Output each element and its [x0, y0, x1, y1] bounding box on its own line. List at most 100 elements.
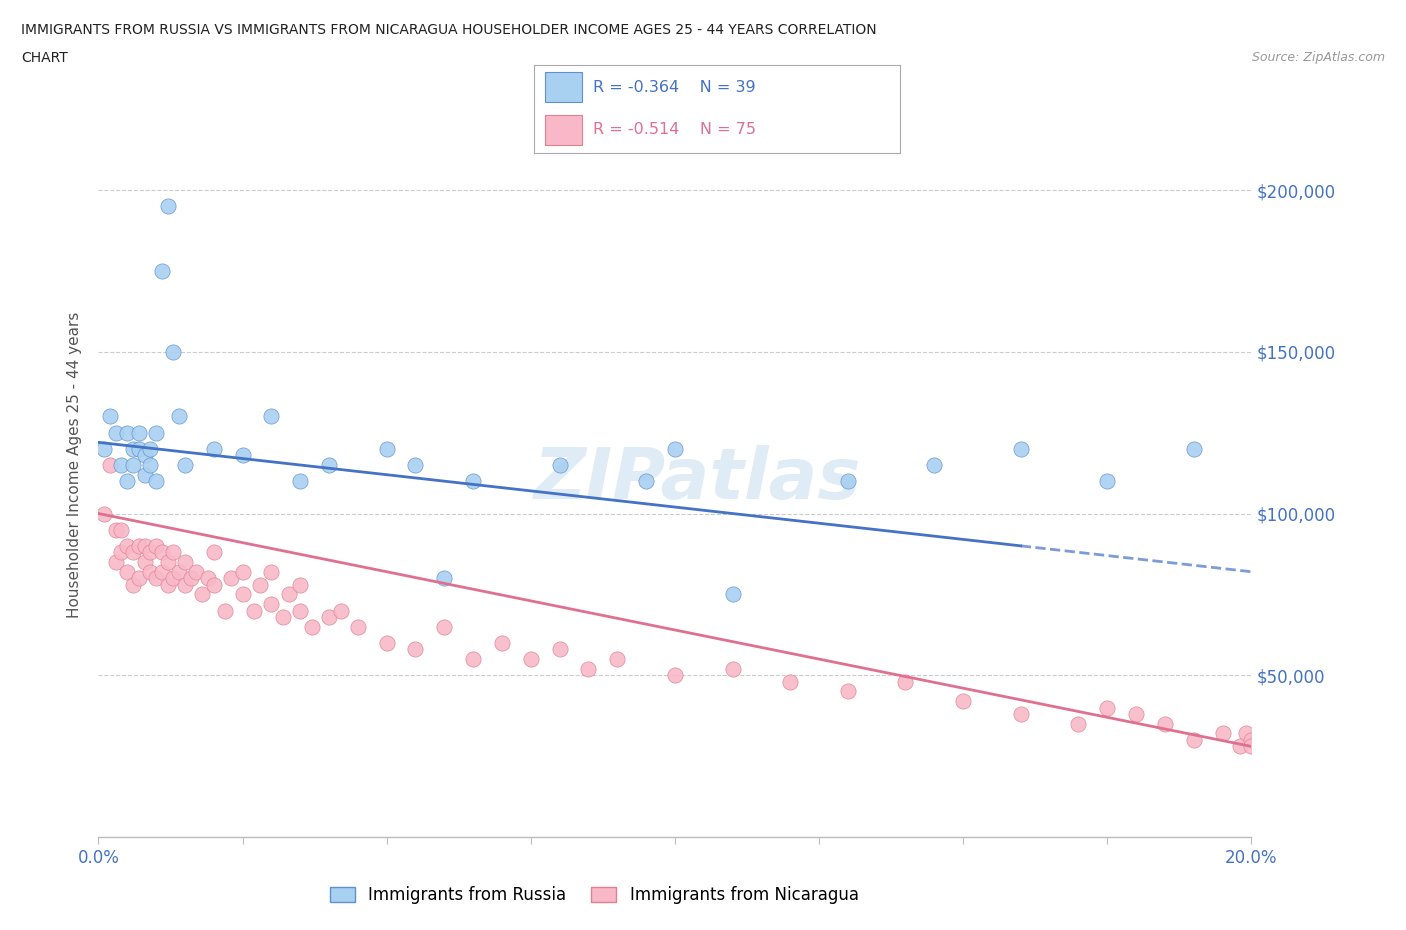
Point — [664, 442, 686, 457]
Point — [145, 473, 167, 488]
Point — [1153, 716, 1175, 731]
Point — [128, 442, 150, 457]
Point — [721, 661, 744, 676]
Point — [243, 604, 266, 618]
Point — [202, 545, 225, 560]
Point — [202, 578, 225, 592]
Point — [405, 458, 427, 472]
Point — [271, 609, 294, 624]
Point — [1229, 739, 1251, 754]
Point — [664, 668, 686, 683]
Point — [156, 554, 179, 569]
Point — [837, 684, 859, 698]
Point — [433, 619, 456, 634]
Text: Source: ZipAtlas.com: Source: ZipAtlas.com — [1251, 51, 1385, 64]
Point — [104, 554, 127, 569]
Point — [174, 578, 197, 592]
Point — [214, 604, 236, 618]
Point — [150, 565, 173, 579]
Point — [139, 545, 162, 560]
Point — [134, 467, 156, 482]
Point — [134, 448, 156, 463]
Y-axis label: Householder Income Ages 25 - 44 years: Householder Income Ages 25 - 44 years — [67, 312, 83, 618]
Point — [150, 545, 173, 560]
Point — [491, 635, 513, 650]
Point — [779, 674, 801, 689]
Point — [578, 661, 600, 676]
Point — [134, 538, 156, 553]
Point — [433, 571, 456, 586]
Point — [1182, 733, 1205, 748]
Point — [548, 458, 571, 472]
Legend: Immigrants from Russia, Immigrants from Nicaragua: Immigrants from Russia, Immigrants from … — [323, 879, 865, 910]
Point — [894, 674, 917, 689]
Point — [122, 442, 145, 457]
Point — [260, 597, 283, 612]
Point — [1240, 739, 1263, 754]
Point — [461, 473, 484, 488]
Point — [1067, 716, 1090, 731]
Point — [110, 545, 132, 560]
Bar — [546, 114, 582, 145]
Point — [117, 473, 139, 488]
Point — [290, 473, 312, 488]
Point — [117, 538, 139, 553]
Point — [117, 565, 139, 579]
Point — [318, 458, 340, 472]
Point — [1212, 726, 1234, 741]
Point — [922, 458, 945, 472]
Point — [548, 642, 571, 657]
Point — [1240, 733, 1263, 748]
Point — [606, 652, 628, 667]
Text: R = -0.364    N = 39: R = -0.364 N = 39 — [593, 80, 755, 95]
Bar — [546, 73, 582, 102]
Point — [156, 199, 179, 214]
Point — [162, 571, 184, 586]
Point — [139, 442, 162, 457]
Text: CHART: CHART — [21, 51, 67, 65]
Point — [134, 554, 156, 569]
Point — [110, 458, 132, 472]
Text: IMMIGRANTS FROM RUSSIA VS IMMIGRANTS FROM NICARAGUA HOUSEHOLDER INCOME AGES 25 -: IMMIGRANTS FROM RUSSIA VS IMMIGRANTS FRO… — [21, 23, 877, 37]
Point — [145, 538, 167, 553]
Point — [128, 538, 150, 553]
Point — [167, 565, 190, 579]
Point — [405, 642, 427, 657]
Point — [520, 652, 543, 667]
Point — [231, 448, 254, 463]
Point — [329, 604, 352, 618]
Point — [231, 565, 254, 579]
Point — [110, 523, 132, 538]
Point — [375, 635, 398, 650]
Point — [150, 263, 173, 278]
Point — [156, 578, 179, 592]
Point — [186, 565, 208, 579]
Point — [1182, 442, 1205, 457]
Point — [139, 565, 162, 579]
Point — [219, 571, 242, 586]
Point — [301, 619, 323, 634]
Point — [1097, 700, 1119, 715]
Point — [231, 587, 254, 602]
Point — [1010, 707, 1032, 722]
Point — [122, 545, 145, 560]
Point — [1125, 707, 1147, 722]
Point — [98, 409, 121, 424]
Point — [260, 409, 283, 424]
Point — [139, 458, 162, 472]
Point — [122, 578, 145, 592]
Point — [93, 506, 115, 521]
Point — [249, 578, 271, 592]
Point — [162, 545, 184, 560]
Point — [1234, 726, 1257, 741]
Point — [145, 425, 167, 440]
Point — [318, 609, 340, 624]
Point — [375, 442, 398, 457]
Point — [837, 473, 859, 488]
Point — [1097, 473, 1119, 488]
Text: R = -0.514    N = 75: R = -0.514 N = 75 — [593, 122, 756, 137]
Point — [145, 571, 167, 586]
Point — [721, 587, 744, 602]
Point — [122, 458, 145, 472]
Point — [346, 619, 368, 634]
